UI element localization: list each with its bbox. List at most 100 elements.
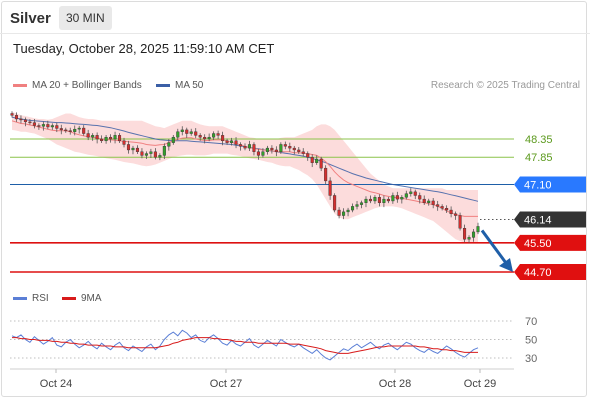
- candle-body: [364, 198, 368, 203]
- candle: [315, 155, 319, 165]
- last-price-label: 46.14: [524, 215, 552, 227]
- candle: [180, 126, 184, 136]
- candle-body: [189, 131, 193, 134]
- candle-body: [135, 147, 139, 152]
- candle-body: [315, 158, 319, 163]
- candle-body: [422, 198, 426, 203]
- candle: [292, 145, 296, 155]
- candle: [140, 148, 144, 159]
- candle: [346, 207, 350, 217]
- candle: [404, 190, 408, 200]
- candle-body: [41, 124, 45, 127]
- candle-body: [23, 119, 27, 123]
- rsi-tick-label: 70: [525, 316, 537, 328]
- candle: [364, 196, 368, 208]
- candle-body: [351, 206, 355, 211]
- candle: [238, 142, 243, 151]
- candle-body: [185, 129, 189, 134]
- candle-body: [162, 146, 166, 156]
- candle-body: [19, 118, 23, 121]
- price-panel: 48.35 47.85 47.10 46.14 45.50 44.70: [10, 111, 586, 280]
- last-price-tag: [514, 211, 586, 228]
- candle-body: [158, 155, 162, 158]
- candle-body: [10, 113, 14, 116]
- candle: [91, 133, 95, 141]
- candle: [395, 191, 399, 203]
- candle: [355, 200, 359, 210]
- candle-body: [55, 125, 59, 129]
- candle-body: [427, 200, 431, 203]
- legend-ma20-label: MA 20 + Bollinger Bands: [32, 80, 142, 91]
- candle: [243, 143, 247, 151]
- candle-body: [256, 151, 260, 156]
- candle-body: [118, 135, 122, 142]
- candle-body: [261, 151, 265, 156]
- candle-body: [288, 146, 292, 149]
- timeframe-badge[interactable]: 30 MIN: [59, 6, 112, 30]
- rsi-swatch: [13, 297, 27, 300]
- candle: [153, 148, 157, 160]
- candle-body: [131, 147, 135, 151]
- candle-body: [449, 209, 453, 214]
- candle: [216, 130, 220, 139]
- candle-body: [113, 135, 117, 140]
- research-credit: Research © 2025 Trading Central: [430, 80, 580, 91]
- candle-body: [319, 158, 323, 169]
- target-arrow-head: [499, 258, 513, 272]
- candle: [445, 205, 449, 213]
- candle-body: [324, 167, 328, 182]
- time-tick-label: Oct 29: [464, 378, 496, 390]
- candle: [171, 134, 175, 145]
- candle: [194, 128, 198, 139]
- time-tick-label: Oct 27: [210, 378, 242, 390]
- candle-body: [176, 131, 180, 138]
- candle-body: [243, 146, 247, 149]
- candle: [176, 128, 180, 141]
- candle-body: [77, 127, 81, 130]
- candle-body: [73, 128, 77, 132]
- legend-rsi-ma: 9MA: [62, 293, 102, 304]
- header-divider: [0, 33, 590, 34]
- candle: [162, 143, 166, 160]
- candle: [104, 134, 108, 144]
- candle-body: [207, 136, 211, 140]
- resistance-label: 47.85: [525, 152, 553, 164]
- candle: [261, 148, 265, 158]
- pivot-price-tag: [514, 176, 586, 193]
- candle-body: [234, 140, 238, 145]
- candle-body: [359, 202, 364, 205]
- candle-body: [252, 144, 256, 152]
- candle-body: [292, 147, 296, 151]
- candle: [113, 131, 117, 144]
- legend-rsi-ma-label: 9MA: [81, 293, 102, 304]
- candle: [32, 118, 36, 129]
- candle-body: [230, 140, 234, 143]
- candle-body: [198, 135, 202, 138]
- candle: [306, 151, 310, 161]
- candle-body: [64, 129, 68, 132]
- candle-body: [333, 195, 337, 211]
- candle: [100, 135, 104, 144]
- candle-body: [458, 215, 462, 229]
- candle: [256, 148, 260, 160]
- candle-body: [270, 147, 274, 151]
- candle: [185, 127, 189, 138]
- candle-body: [391, 195, 395, 202]
- candle-body: [144, 153, 148, 156]
- ma20-swatch: [13, 84, 27, 87]
- candle: [198, 133, 202, 141]
- support-price-label: 45.50: [524, 238, 552, 250]
- candle-body: [471, 231, 476, 238]
- candle: [297, 147, 301, 154]
- candle: [68, 127, 72, 135]
- candle-body: [283, 144, 287, 147]
- candle: [131, 145, 135, 155]
- candle: [225, 138, 229, 145]
- candle: [189, 128, 193, 136]
- pivot-price-label: 47.10: [524, 180, 552, 192]
- candle-body: [328, 180, 332, 196]
- candle-body: [247, 144, 252, 149]
- candle: [431, 198, 435, 209]
- candle: [109, 134, 113, 143]
